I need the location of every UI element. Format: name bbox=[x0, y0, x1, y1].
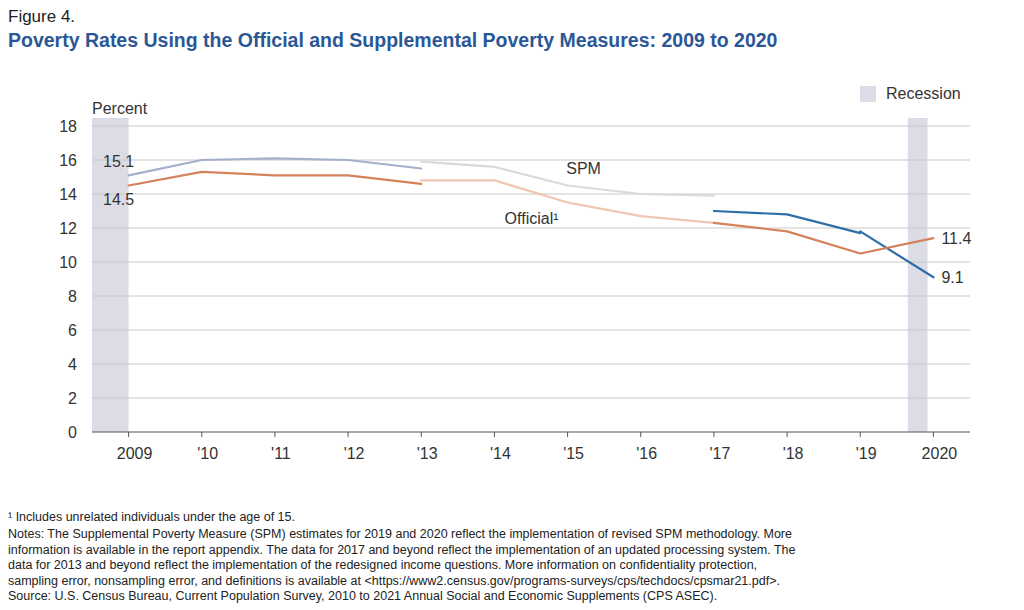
y-tick-label: 12 bbox=[59, 220, 77, 237]
recession-band bbox=[908, 118, 928, 432]
x-tick bbox=[567, 432, 568, 437]
x-tick bbox=[640, 432, 641, 437]
x-tick bbox=[201, 432, 202, 437]
x-axis-line bbox=[92, 431, 970, 432]
x-tick bbox=[787, 432, 788, 437]
x-tick bbox=[933, 432, 934, 437]
grid-line bbox=[92, 126, 970, 127]
legend-label: Recession bbox=[886, 85, 961, 102]
x-tick bbox=[713, 432, 714, 437]
title: Poverty Rates Using the Official and Sup… bbox=[8, 29, 778, 51]
x-tick-label: '18 bbox=[783, 445, 804, 462]
x-tick-label: 2009 bbox=[117, 445, 153, 462]
grid-line bbox=[92, 296, 970, 297]
y-tick-label: 2 bbox=[68, 390, 77, 407]
data-label: 9.1 bbox=[941, 269, 963, 286]
note-line: information is available in the report a… bbox=[8, 543, 796, 557]
x-tick-label: '15 bbox=[563, 445, 584, 462]
series-line bbox=[714, 211, 860, 233]
series-line bbox=[129, 158, 422, 175]
series-line bbox=[421, 180, 714, 223]
y-tick-label: 6 bbox=[68, 322, 77, 339]
data-label: 11.4 bbox=[941, 230, 971, 247]
series-line bbox=[129, 172, 422, 186]
source: Source: U.S. Census Bureau, Current Popu… bbox=[8, 589, 717, 603]
figure-label: Figure 4. bbox=[8, 7, 75, 26]
series-label: SPM bbox=[566, 160, 601, 177]
series-line bbox=[714, 223, 934, 254]
x-tick-label: '13 bbox=[417, 445, 438, 462]
note-line: sampling error, nonsampling error, and d… bbox=[8, 574, 780, 588]
y-axis-label: Percent bbox=[92, 100, 148, 117]
grid-line bbox=[92, 398, 970, 399]
x-tick-label: '17 bbox=[709, 445, 730, 462]
x-tick-label: '12 bbox=[344, 445, 365, 462]
x-tick bbox=[494, 432, 495, 437]
y-tick-label: 18 bbox=[59, 118, 77, 135]
data-label: 14.5 bbox=[103, 191, 134, 208]
series-label: Official¹ bbox=[505, 210, 559, 227]
x-tick bbox=[860, 432, 861, 437]
y-tick-label: 0 bbox=[68, 424, 77, 441]
series-line bbox=[860, 231, 933, 277]
grid-line bbox=[92, 194, 970, 195]
x-tick-label: 2020 bbox=[922, 445, 958, 462]
recession-bands bbox=[92, 118, 928, 432]
footnote: ¹ Includes unrelated individuals under t… bbox=[8, 510, 295, 524]
x-tick-label: '11 bbox=[271, 445, 291, 462]
grid-line bbox=[92, 330, 970, 331]
y-tick-label: 8 bbox=[68, 288, 77, 305]
grid-line bbox=[92, 364, 970, 365]
x-tick bbox=[421, 432, 422, 437]
x-tick-label: '10 bbox=[197, 445, 218, 462]
note-line: data for 2013 and beyond reflect the imp… bbox=[8, 558, 757, 572]
grid-line bbox=[92, 262, 970, 263]
x-tick-label: '14 bbox=[490, 445, 511, 462]
series-labels: 15.1 SPM 9.1 14.5 Official¹ 11.4 bbox=[103, 153, 971, 286]
y-tick-label: 14 bbox=[59, 186, 77, 203]
legend-swatch bbox=[860, 86, 876, 102]
x-tick bbox=[348, 432, 349, 437]
x-tick bbox=[128, 432, 129, 437]
x-tick-label: '19 bbox=[856, 445, 877, 462]
data-label: 15.1 bbox=[103, 153, 134, 170]
y-tick-label: 10 bbox=[59, 254, 77, 271]
x-tick-label: '16 bbox=[636, 445, 657, 462]
y-tick-label: 16 bbox=[59, 152, 77, 169]
chart: Figure 4. Poverty Rates Using the Officia… bbox=[0, 0, 1024, 610]
x-tick bbox=[274, 432, 275, 437]
note-line: Notes: The Supplemental Poverty Measure … bbox=[8, 527, 792, 541]
series-lines bbox=[129, 158, 934, 277]
y-tick-label: 4 bbox=[68, 356, 77, 373]
